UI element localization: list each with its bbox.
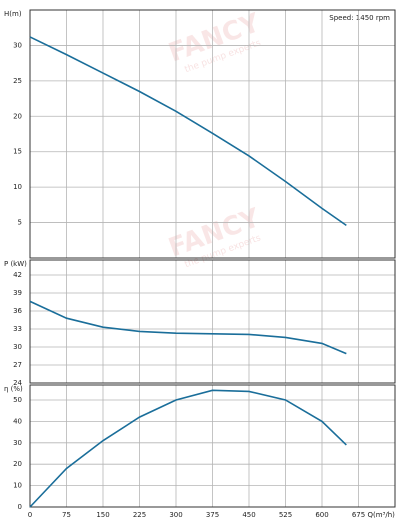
plot-frame [29, 384, 396, 508]
line [29, 36, 347, 227]
y-tick-label: 30 [13, 41, 22, 49]
x-tick-label: 375 [206, 511, 219, 519]
y-tick-label: 0 [18, 503, 22, 511]
y-axis-label: η (%) [4, 385, 23, 393]
x-tick-label: 600 [315, 511, 328, 519]
plot-frame [29, 9, 396, 259]
line [29, 389, 347, 508]
x-tick-label: 225 [133, 511, 146, 519]
x-tick-label: 450 [242, 511, 255, 519]
annotation: Speed: 1450 rpm [329, 14, 390, 22]
y-tick-label: 10 [13, 482, 22, 490]
x-tick-label: 150 [96, 511, 109, 519]
plot-frame [29, 259, 396, 384]
y-tick-label: 25 [13, 77, 22, 85]
y-tick-label: 30 [13, 439, 22, 447]
y-tick-label: 39 [13, 289, 22, 297]
y-tick-label: 50 [13, 396, 22, 404]
y-tick-label: 36 [13, 307, 22, 315]
x-tick-label: 525 [279, 511, 292, 519]
y-tick-label: 40 [13, 417, 22, 425]
x-axis-label: Q(m³/h) [368, 511, 396, 519]
y-tick-label: 33 [13, 325, 22, 333]
y-axis-label: H(m) [4, 10, 22, 18]
x-tick-label: 0 [28, 511, 32, 519]
y-axis-label: P (kW) [4, 260, 27, 268]
y-tick-label: 20 [13, 112, 22, 120]
y-tick-label: 30 [13, 343, 22, 351]
x-tick-label: 300 [169, 511, 182, 519]
y-tick-label: 10 [13, 183, 22, 191]
x-tick-label: 675 [352, 511, 365, 519]
line [29, 300, 347, 355]
y-tick-label: 27 [13, 361, 22, 369]
y-tick-label: 15 [13, 148, 22, 156]
y-tick-label: 24 [13, 379, 22, 387]
y-tick-label: 42 [13, 271, 22, 279]
y-tick-label: 5 [18, 219, 22, 227]
y-tick-label: 20 [13, 460, 22, 468]
x-tick-label: 75 [62, 511, 71, 519]
